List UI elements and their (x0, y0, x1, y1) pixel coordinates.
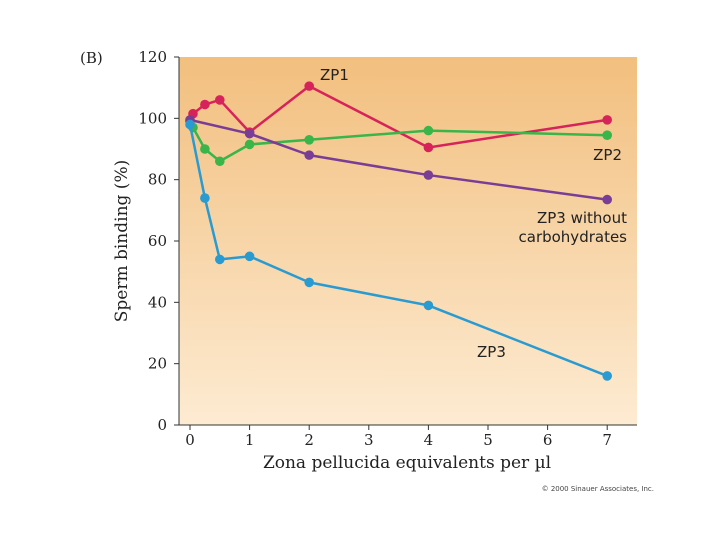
copyright-notice: © 2000 Sinauer Associates, Inc. (542, 485, 654, 493)
data-point (304, 135, 315, 145)
y-tick-label: 60 (148, 232, 167, 250)
x-tick-label: 1 (245, 431, 255, 449)
y-tick-label: 20 (148, 355, 167, 373)
series-label-line: carbohydrates (519, 228, 628, 246)
y-axis-title: Sperm binding (%) (112, 160, 132, 322)
y-tick-label: 100 (138, 109, 167, 127)
y-tick-label: 40 (148, 293, 167, 311)
data-point (602, 130, 612, 140)
data-point (602, 194, 612, 205)
data-point (423, 125, 434, 136)
series-layer (185, 81, 612, 381)
data-point (244, 128, 255, 139)
x-tick-label: 0 (185, 431, 195, 449)
data-point (200, 144, 210, 154)
x-axis-title: Zona pellucida equivalents per µl (263, 453, 551, 473)
data-point (185, 119, 195, 130)
axes: 0 20 40 60 80 100 120 0 1 2 3 4 5 6 7 (138, 48, 637, 449)
data-point (215, 254, 225, 265)
x-tick-label: 5 (483, 431, 493, 449)
x-tick-label: 6 (543, 431, 553, 449)
series-label-line: ZP3 without (537, 209, 627, 227)
x-tick-label: 2 (304, 431, 314, 449)
data-point (304, 81, 315, 91)
data-point (423, 170, 434, 180)
data-point (304, 150, 315, 160)
data-point (423, 300, 434, 311)
data-point (304, 277, 315, 288)
y-tick-label: 0 (157, 416, 167, 434)
series-label-line: ZP3 (477, 343, 506, 361)
data-point (602, 115, 612, 125)
data-point (200, 99, 210, 110)
plot-background (179, 57, 637, 425)
x-tick-label: 7 (602, 431, 612, 449)
data-point (244, 139, 255, 150)
data-point (602, 371, 612, 381)
panel-label: (B) (80, 49, 103, 67)
data-point (215, 156, 225, 167)
series-label-zp2: ZP2 (593, 146, 622, 164)
series-zp3 (185, 119, 612, 381)
y-tick-label: 80 (148, 171, 167, 189)
series-label-line: ZP2 (593, 146, 622, 164)
series-label-zp3_no_carb: ZP3 without carbohydrates (519, 209, 628, 246)
series-labels: ZP1 ZP2 ZP3 without carbohydrates ZP3 (320, 66, 627, 361)
x-tick-label: 4 (424, 431, 434, 449)
data-point (244, 251, 255, 262)
series-label-line: ZP1 (320, 66, 349, 84)
series-label-zp1: ZP1 (320, 66, 349, 84)
data-point (423, 142, 434, 153)
y-tick-label: 120 (138, 48, 167, 66)
x-tick-label: 3 (364, 431, 374, 449)
data-point (200, 193, 210, 203)
series-label-zp3: ZP3 (477, 343, 506, 361)
data-point (215, 95, 225, 105)
